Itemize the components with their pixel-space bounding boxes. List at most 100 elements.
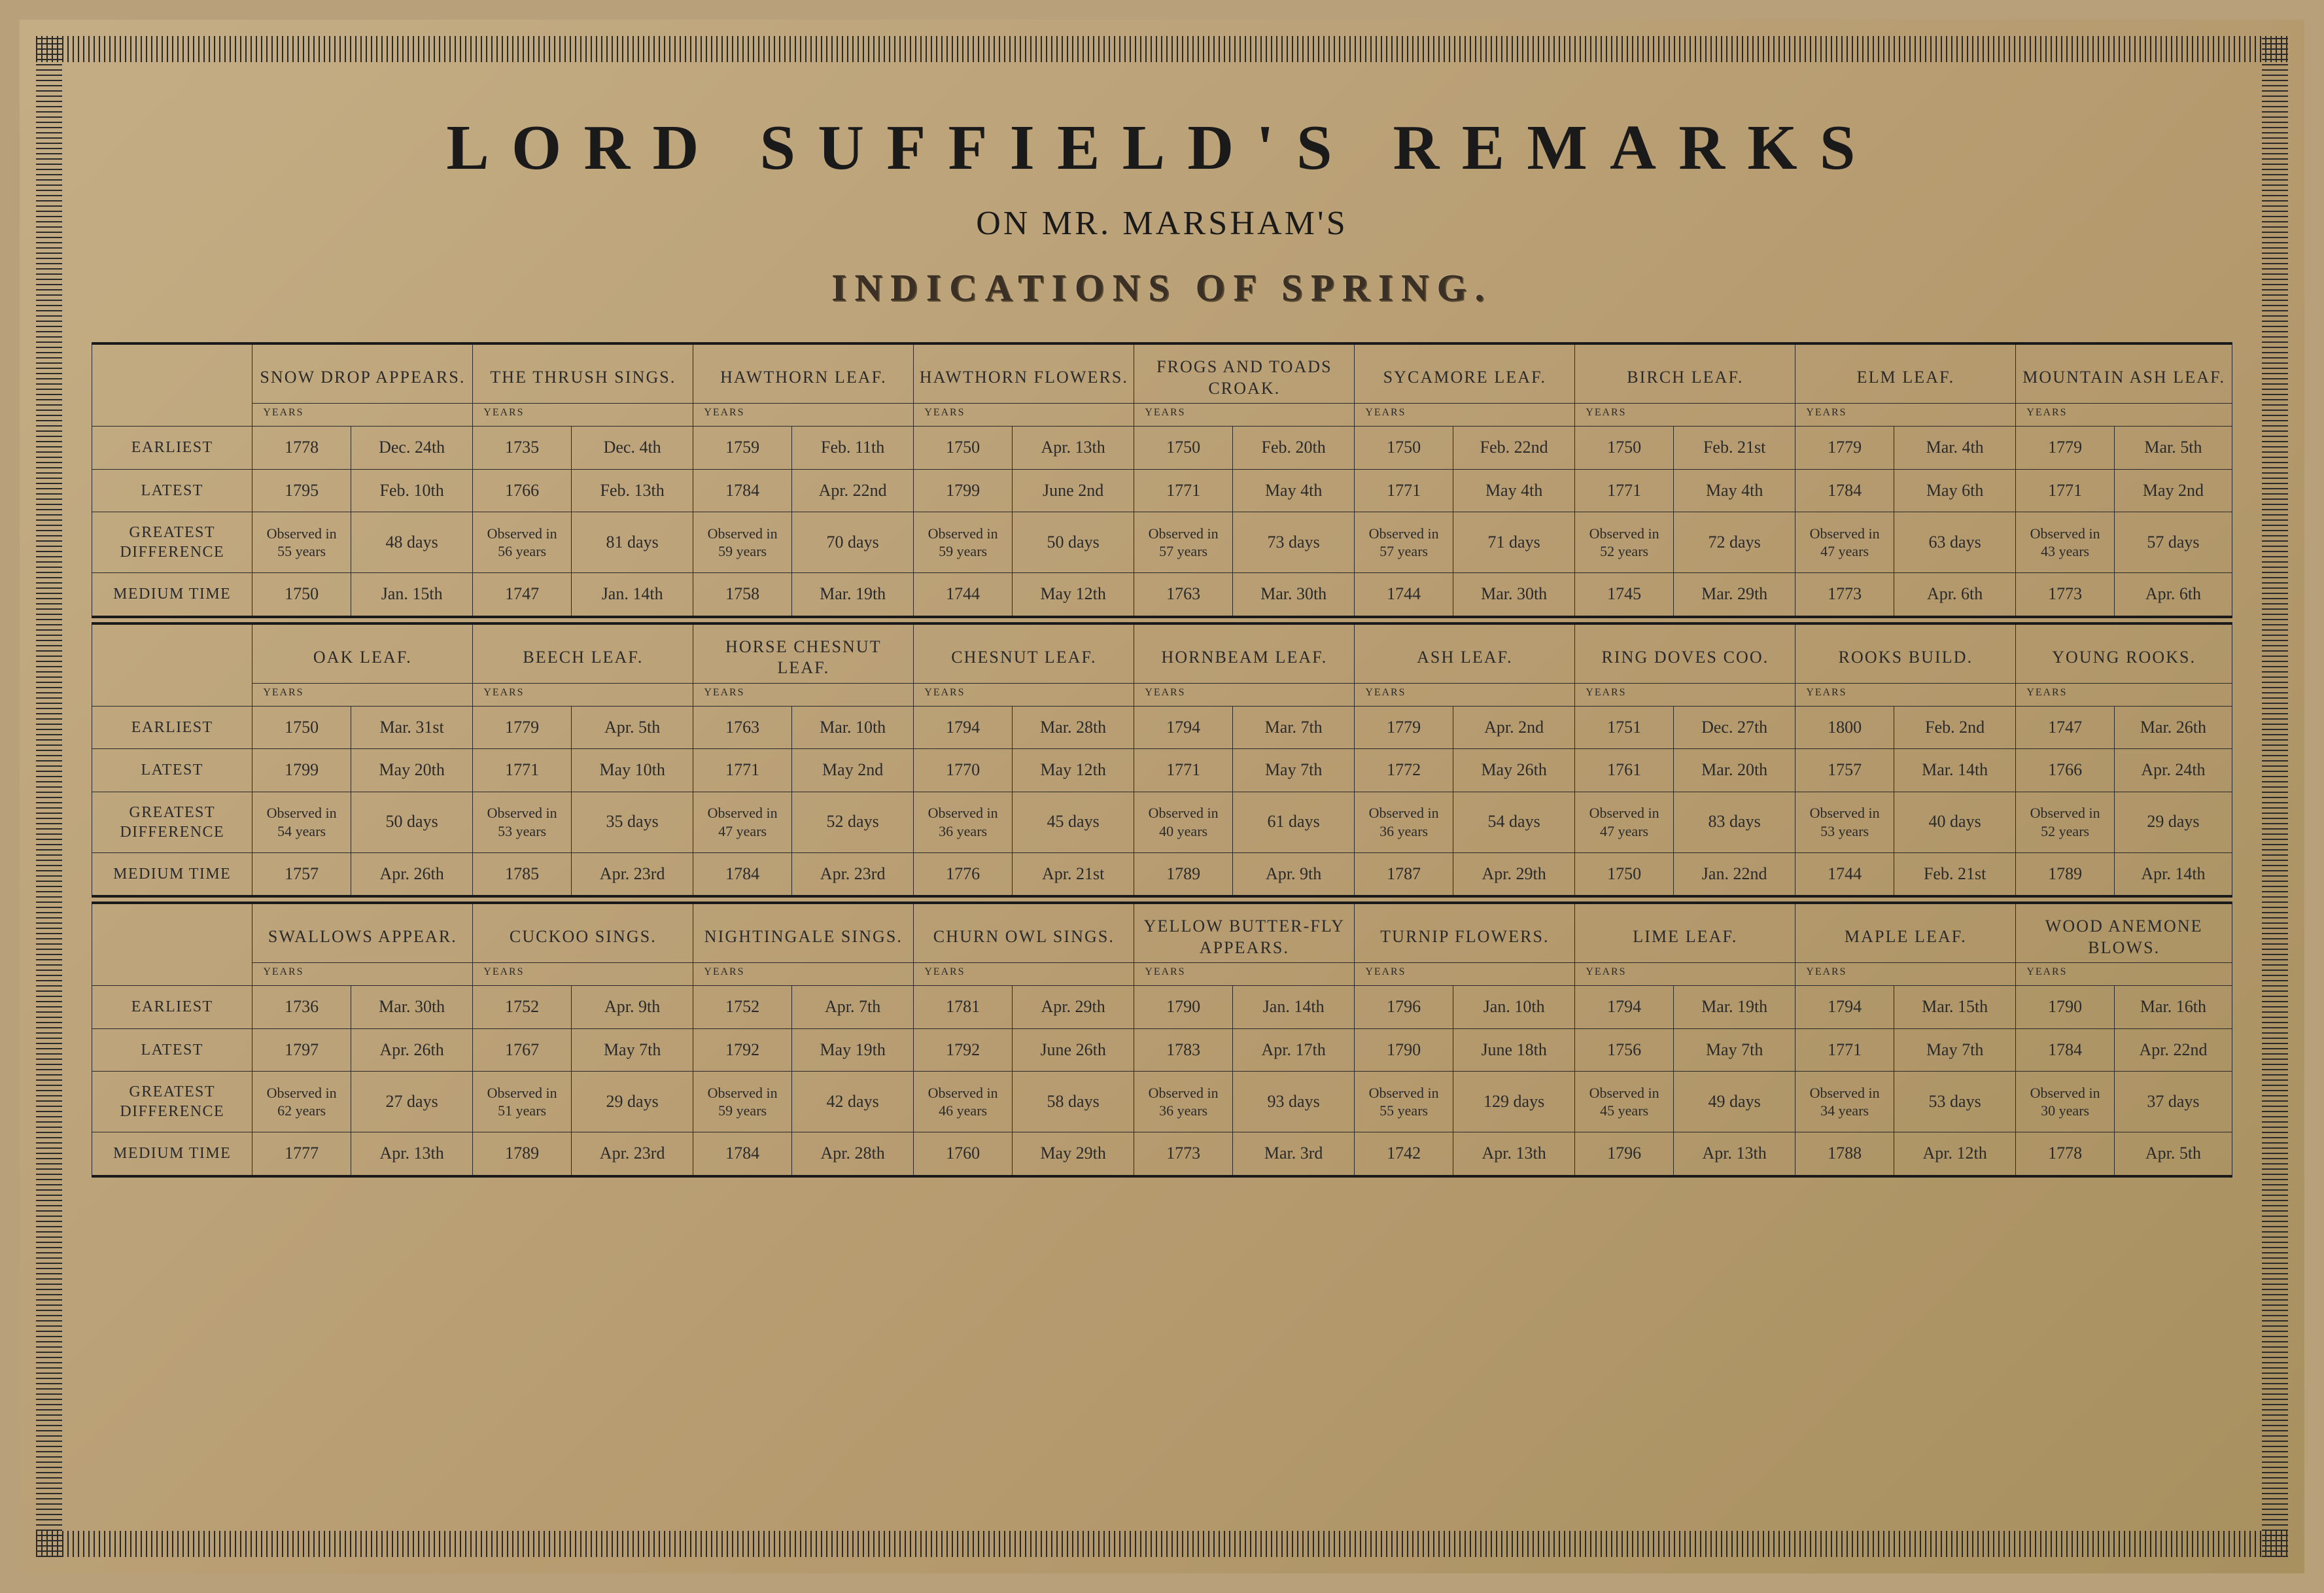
year-value: 1771 — [1575, 469, 1674, 512]
year-value: 1744 — [1795, 852, 1894, 896]
year-value: 1794 — [1134, 706, 1233, 749]
year-value: 1777 — [252, 1132, 351, 1176]
year-value: 1750 — [914, 427, 1013, 470]
date-value: Mar. 16th — [2114, 986, 2232, 1029]
date-value: Apr. 13th — [1012, 427, 1134, 470]
date-value: Apr. 2nd — [1453, 706, 1575, 749]
title-fancy: INDICATIONS OF SPRING. — [65, 266, 2259, 309]
header-blank — [92, 343, 252, 427]
year-value: 1796 — [1575, 1132, 1674, 1176]
year-value: 1797 — [252, 1028, 351, 1072]
difference-days: 37 days — [2114, 1072, 2232, 1132]
observed-span: Observed in 53 years — [473, 792, 572, 852]
years-sublabel: YEARS — [473, 963, 693, 986]
date-value: Apr. 28th — [791, 1132, 914, 1176]
date-value: Apr. 6th — [1894, 573, 2016, 617]
observed-span: Observed in 52 years — [1575, 512, 1674, 573]
year-value: 1750 — [1575, 427, 1674, 470]
year-value: 1745 — [1575, 573, 1674, 617]
observed-span: Observed in 59 years — [693, 1072, 792, 1132]
years-sublabel: YEARS — [1575, 404, 1795, 427]
date-value: Mar. 20th — [1673, 749, 1795, 792]
year-value: 1750 — [1575, 852, 1674, 896]
year-value: 1784 — [693, 852, 792, 896]
difference-days: 71 days — [1453, 512, 1575, 573]
year-value: 1771 — [693, 749, 792, 792]
year-value: 1796 — [1355, 986, 1453, 1029]
difference-days: 53 days — [1894, 1072, 2016, 1132]
date-value: Apr. 22nd — [2114, 1028, 2232, 1072]
years-sublabel: YEARS — [914, 963, 1134, 986]
date-value: May 4th — [1673, 469, 1795, 512]
observed-span: Observed in 46 years — [914, 1072, 1013, 1132]
year-value: 1790 — [2016, 986, 2115, 1029]
year-value: 1766 — [473, 469, 572, 512]
year-value: 1779 — [2016, 427, 2115, 470]
year-value: 1773 — [2016, 573, 2115, 617]
years-sublabel: YEARS — [252, 404, 473, 427]
difference-days: 54 days — [1453, 792, 1575, 852]
year-value: 1781 — [914, 986, 1013, 1029]
column-header: NIGHTINGALE SINGS. — [693, 903, 914, 963]
date-value: Apr. 23rd — [571, 1132, 693, 1176]
years-sublabel: YEARS — [1134, 963, 1355, 986]
date-value: Apr. 13th — [1673, 1132, 1795, 1176]
difference-days: 83 days — [1673, 792, 1795, 852]
observed-span: Observed in 52 years — [2016, 792, 2115, 852]
column-header: THE THRUSH SINGS. — [473, 343, 693, 404]
phenology-table-0: SNOW DROP APPEARS.THE THRUSH SINGS.HAWTH… — [92, 342, 2232, 618]
difference-days: 27 days — [351, 1072, 473, 1132]
year-value: 1792 — [693, 1028, 792, 1072]
date-value: May 12th — [1012, 573, 1134, 617]
date-value: Apr. 12th — [1894, 1132, 2016, 1176]
column-header: HAWTHORN LEAF. — [693, 343, 914, 404]
date-value: Apr. 23rd — [791, 852, 914, 896]
year-value: 1773 — [1134, 1132, 1233, 1176]
column-header: TURNIP FLOWERS. — [1355, 903, 1575, 963]
column-header: ROOKS BUILD. — [1795, 623, 2016, 684]
title-main: LORD SUFFIELD'S REMARKS — [65, 111, 2259, 184]
date-value: May 29th — [1012, 1132, 1134, 1176]
date-value: Mar. 15th — [1894, 986, 2016, 1029]
years-sublabel: YEARS — [252, 683, 473, 706]
date-value: Apr. 26th — [351, 852, 473, 896]
date-value: Apr. 6th — [2114, 573, 2232, 617]
date-value: Mar. 7th — [1232, 706, 1355, 749]
date-value: Jan. 14th — [571, 573, 693, 617]
years-sublabel: YEARS — [1575, 683, 1795, 706]
year-value: 1789 — [2016, 852, 2115, 896]
date-value: Feb. 20th — [1232, 427, 1355, 470]
date-value: Dec. 24th — [351, 427, 473, 470]
date-value: Mar. 30th — [1453, 573, 1575, 617]
year-value: 1771 — [1134, 749, 1233, 792]
date-value: Feb. 21st — [1894, 852, 2016, 896]
observed-span: Observed in 40 years — [1134, 792, 1233, 852]
date-value: Mar. 14th — [1894, 749, 2016, 792]
year-value: 1787 — [1355, 852, 1453, 896]
year-value: 1773 — [1795, 573, 1894, 617]
observed-span: Observed in 55 years — [252, 512, 351, 573]
column-header: SYCAMORE LEAF. — [1355, 343, 1575, 404]
date-value: Dec. 4th — [571, 427, 693, 470]
date-value: Apr. 9th — [1232, 852, 1355, 896]
date-value: June 18th — [1453, 1028, 1575, 1072]
year-value: 1770 — [914, 749, 1013, 792]
observed-span: Observed in 55 years — [1355, 1072, 1453, 1132]
date-value: May 4th — [1453, 469, 1575, 512]
date-value: Jan. 14th — [1232, 986, 1355, 1029]
year-value: 1752 — [473, 986, 572, 1029]
year-value: 1771 — [1134, 469, 1233, 512]
row-label: GREATEST DIFFERENCE — [92, 792, 252, 852]
date-value: Apr. 23rd — [571, 852, 693, 896]
row-label: GREATEST DIFFERENCE — [92, 512, 252, 573]
date-value: June 2nd — [1012, 469, 1134, 512]
row-label: MEDIUM TIME — [92, 852, 252, 896]
column-header: OAK LEAF. — [252, 623, 473, 684]
observed-span: Observed in 57 years — [1355, 512, 1453, 573]
date-value: Feb. 10th — [351, 469, 473, 512]
date-value: May 7th — [1673, 1028, 1795, 1072]
year-value: 1784 — [693, 469, 792, 512]
year-value: 1771 — [1355, 469, 1453, 512]
date-value: May 10th — [571, 749, 693, 792]
difference-days: 45 days — [1012, 792, 1134, 852]
